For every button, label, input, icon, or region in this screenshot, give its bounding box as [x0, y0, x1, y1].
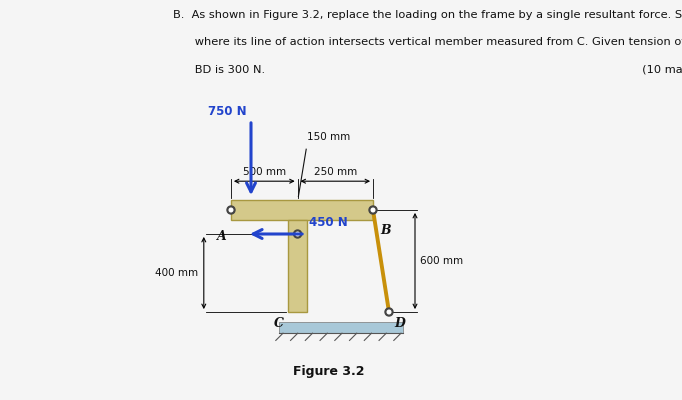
- Text: 600 mm: 600 mm: [420, 256, 463, 266]
- Text: 400 mm: 400 mm: [155, 268, 198, 278]
- Text: BD is 300 N.                                                                    : BD is 300 N.: [173, 64, 682, 74]
- Bar: [279, 322, 403, 333]
- Circle shape: [227, 206, 235, 214]
- Circle shape: [385, 308, 393, 316]
- Text: Figure 3.2: Figure 3.2: [293, 365, 365, 378]
- Bar: [288, 220, 307, 312]
- Text: 500 mm: 500 mm: [243, 167, 286, 177]
- Bar: [231, 200, 373, 220]
- Circle shape: [296, 232, 299, 236]
- Circle shape: [229, 208, 233, 212]
- Circle shape: [369, 206, 377, 214]
- Text: 450 N: 450 N: [309, 216, 348, 229]
- Text: 150 mm: 150 mm: [307, 132, 351, 142]
- Text: 750 N: 750 N: [207, 105, 246, 118]
- Text: B: B: [380, 224, 391, 238]
- Text: B.  As shown in Figure 3.2, replace the loading on the frame by a single resulta: B. As shown in Figure 3.2, replace the l…: [173, 10, 682, 20]
- Text: 250 mm: 250 mm: [314, 167, 357, 177]
- Circle shape: [387, 310, 391, 314]
- Text: C: C: [273, 317, 284, 330]
- Text: A: A: [218, 230, 227, 242]
- Text: where its line of action intersects vertical member measured from C. Given tensi: where its line of action intersects vert…: [173, 37, 682, 47]
- Circle shape: [293, 230, 301, 238]
- Text: D: D: [394, 317, 404, 330]
- Circle shape: [371, 208, 375, 212]
